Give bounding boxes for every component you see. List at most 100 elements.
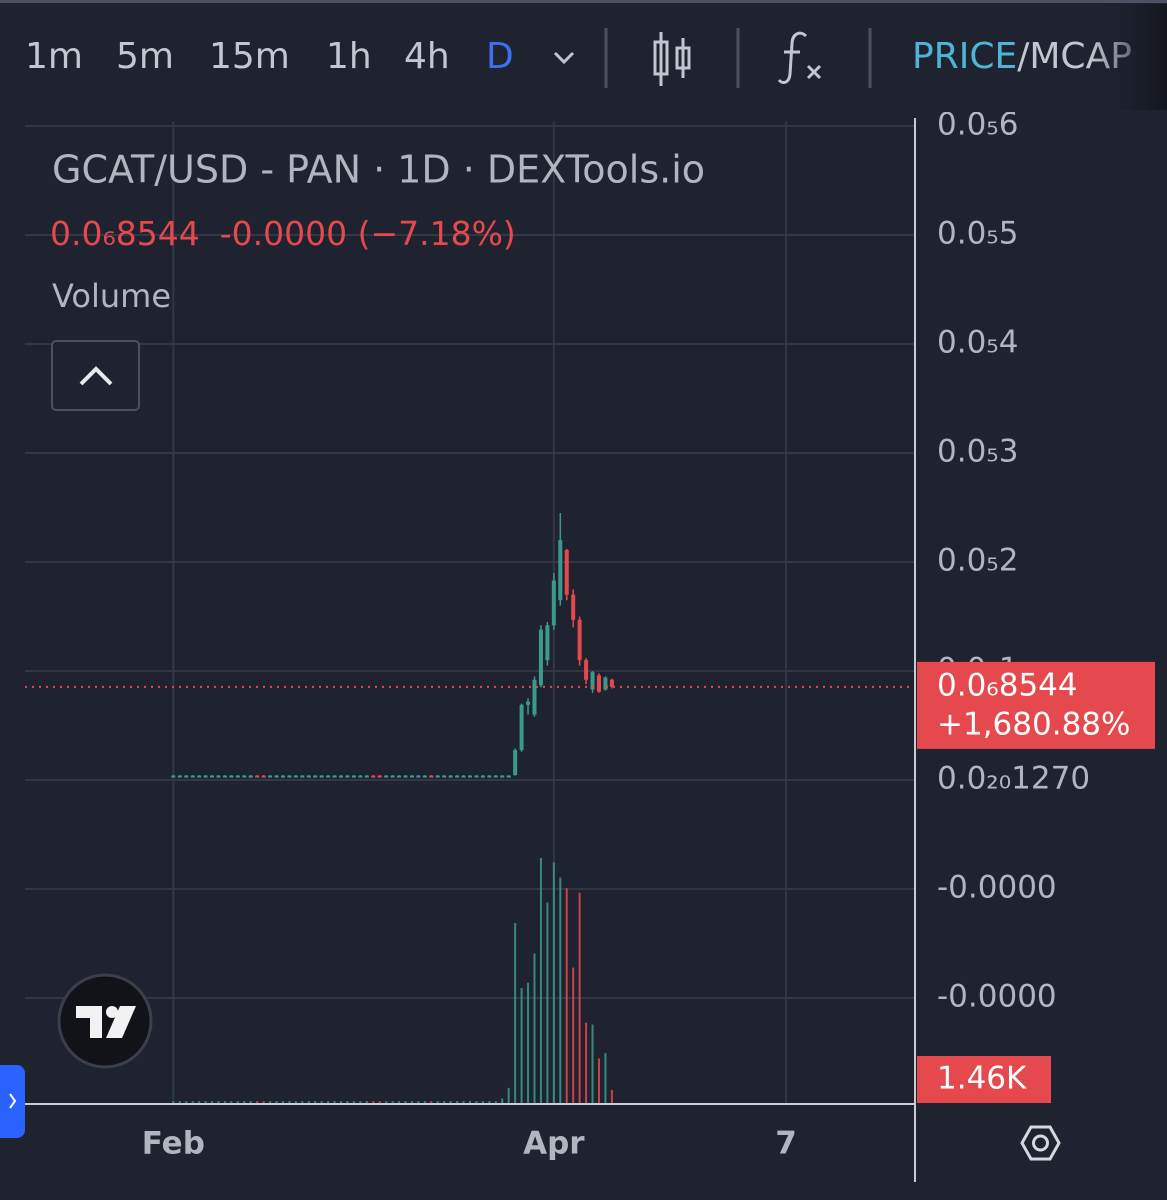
interval-dropdown[interactable] bbox=[553, 51, 575, 65]
candle-body bbox=[345, 775, 350, 778]
settings-icon[interactable] bbox=[1020, 1125, 1061, 1161]
volume-bar bbox=[269, 1101, 272, 1103]
price-option[interactable]: PRICE bbox=[912, 36, 1017, 77]
candle-body bbox=[184, 775, 189, 778]
volume-bar bbox=[501, 1098, 504, 1103]
candle-body bbox=[474, 775, 479, 778]
volume-bar bbox=[404, 1101, 407, 1103]
price-axis: 0.0₅60.0₅50.0₅40.0₅30.0₅20.0₅10.0₂₀1270-… bbox=[937, 107, 1090, 1015]
x-tick-label: Feb bbox=[142, 1126, 205, 1162]
volume-bar bbox=[327, 1101, 330, 1103]
volume-pane bbox=[172, 858, 613, 1103]
volume-bar bbox=[610, 1089, 613, 1103]
volume-bar bbox=[585, 1022, 588, 1103]
volume-bar bbox=[597, 1058, 600, 1103]
candle-body bbox=[261, 775, 266, 778]
tradingview-logo[interactable] bbox=[57, 973, 153, 1069]
candle-body bbox=[603, 677, 608, 690]
candle-body bbox=[274, 775, 279, 778]
candle-body bbox=[306, 775, 311, 778]
volume-bar bbox=[301, 1101, 304, 1103]
candle-body bbox=[435, 775, 440, 778]
volume-bar bbox=[346, 1101, 349, 1103]
volume-bar bbox=[191, 1101, 194, 1103]
volume-bar bbox=[365, 1101, 368, 1103]
volume-bar bbox=[294, 1101, 297, 1103]
volume-bar bbox=[314, 1101, 317, 1103]
volume-bar bbox=[533, 953, 536, 1103]
interval-button[interactable]: 1m bbox=[25, 36, 83, 77]
candle-body bbox=[429, 775, 434, 778]
candle-body bbox=[584, 660, 589, 680]
collapse-legend-button[interactable] bbox=[51, 340, 140, 411]
volume-bar bbox=[204, 1101, 207, 1103]
candle-body bbox=[364, 775, 369, 778]
volume-bar bbox=[249, 1101, 252, 1103]
candle-body bbox=[577, 619, 582, 661]
candle-body bbox=[300, 775, 305, 778]
candle-body bbox=[519, 704, 524, 751]
sidebar-toggle[interactable] bbox=[0, 1065, 25, 1138]
volume-badge bbox=[917, 1056, 1051, 1103]
candle-body bbox=[280, 775, 285, 778]
volume-bar bbox=[185, 1101, 188, 1103]
volume-bar bbox=[559, 877, 562, 1103]
volume-bar bbox=[539, 858, 542, 1103]
interval-button[interactable]: 15m bbox=[209, 36, 290, 77]
volume-bar bbox=[507, 1087, 510, 1103]
volume-bar bbox=[359, 1101, 362, 1103]
candle-body bbox=[513, 750, 518, 776]
volume-bar bbox=[398, 1101, 401, 1103]
volume-bar bbox=[217, 1101, 220, 1103]
volume-bar bbox=[462, 1101, 465, 1103]
volume-bar bbox=[469, 1101, 471, 1103]
volume-bar bbox=[565, 888, 568, 1103]
candle-body bbox=[248, 775, 253, 778]
candle-body bbox=[326, 775, 331, 778]
candle-body bbox=[571, 594, 576, 620]
volume-bar bbox=[281, 1101, 284, 1103]
candle-body bbox=[558, 540, 563, 601]
candle-body bbox=[255, 775, 260, 778]
volume-bar bbox=[372, 1101, 375, 1103]
candle-body bbox=[313, 775, 318, 778]
candle-body bbox=[384, 775, 389, 778]
volume-bar bbox=[417, 1101, 420, 1103]
candle-body bbox=[203, 775, 208, 778]
volume-bar bbox=[527, 982, 530, 1103]
legend-change: -0.0000 (−7.18%) bbox=[220, 214, 516, 253]
volume-bar bbox=[243, 1101, 246, 1103]
candle-body bbox=[351, 775, 356, 778]
interval-button[interactable]: 1h bbox=[326, 36, 372, 77]
candle-body bbox=[222, 775, 227, 778]
candle-body bbox=[371, 775, 376, 778]
interval-button[interactable]: 5m bbox=[116, 36, 174, 77]
volume-bar bbox=[475, 1101, 478, 1103]
candle-body bbox=[506, 775, 511, 778]
volume-bar bbox=[494, 1101, 497, 1103]
volume-bar bbox=[546, 902, 549, 1103]
volume-bar bbox=[481, 1101, 484, 1103]
y-tick-label: 0.0₅4 bbox=[937, 325, 1018, 361]
volume-legend: Volume bbox=[52, 277, 171, 315]
volume-bar bbox=[488, 1101, 491, 1103]
volume-bar bbox=[578, 892, 581, 1103]
interval-button[interactable]: 4h bbox=[404, 36, 450, 77]
toolbar: 1m 5m 15m 1h 4h D PRICE/MCAP bbox=[25, 4, 1167, 110]
candle-body bbox=[532, 679, 537, 715]
indicators-icon[interactable] bbox=[777, 31, 822, 84]
price-mcap-toggle[interactable]: PRICE/MCAP bbox=[912, 36, 1132, 77]
interval-button-active[interactable]: D bbox=[486, 36, 514, 77]
y-tick-label: 0.0₅6 bbox=[937, 107, 1018, 143]
candle-body bbox=[538, 629, 543, 686]
y-tick-label: 0.0₅3 bbox=[937, 434, 1018, 470]
plot-area: 0.0₅60.0₅50.0₅40.0₅30.0₅20.0₅10.0₂₀1270-… bbox=[25, 107, 1090, 1103]
volume-bar bbox=[391, 1101, 394, 1103]
candle-body bbox=[468, 775, 472, 778]
volume-bar bbox=[604, 1053, 607, 1103]
candle-body bbox=[442, 775, 447, 778]
candle-body bbox=[287, 775, 292, 778]
chart-title: GCAT/USD - PAN · 1D · DEXTools.io bbox=[52, 148, 705, 192]
candle-type-icon[interactable] bbox=[653, 32, 691, 86]
x-tick-label: 7 bbox=[775, 1126, 797, 1162]
